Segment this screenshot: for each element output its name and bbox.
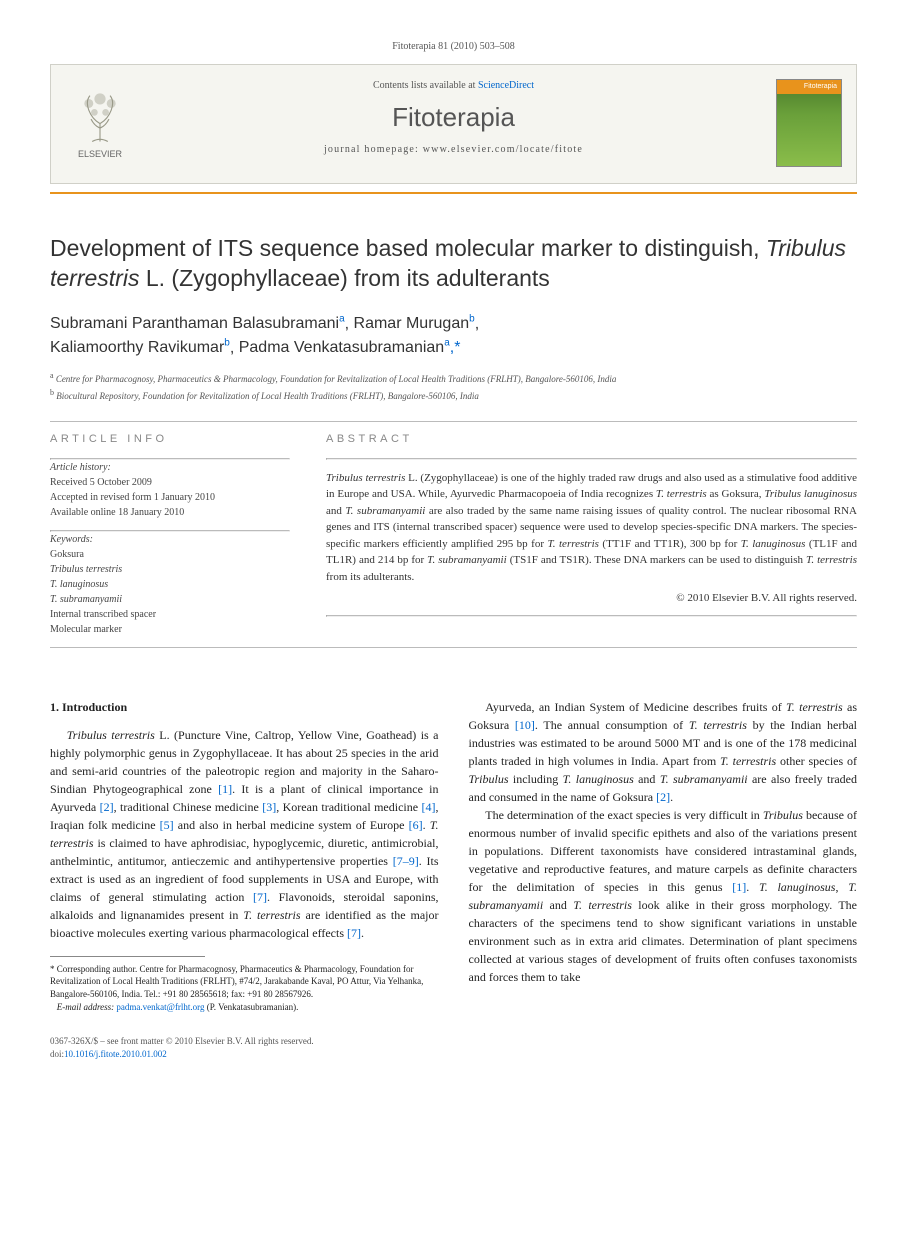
body-paragraph: The determination of the exact species i… (469, 806, 858, 986)
elsevier-tree-icon (72, 90, 128, 146)
email-link[interactable]: padma.venkat@frlht.org (116, 1002, 204, 1012)
page-footer: 0367-326X/$ – see front matter © 2010 El… (50, 1035, 857, 1060)
doi-link[interactable]: 10.1016/j.fitote.2010.01.002 (64, 1049, 167, 1059)
author-aff: b (469, 314, 475, 325)
email-label: E-mail address: (57, 1002, 114, 1012)
journal-header: ELSEVIER Fitoterapia Contents lists avai… (50, 64, 857, 184)
author-name: Padma Venkatasubramanian (239, 339, 444, 356)
article-info-heading: ARTICLE INFO (50, 422, 290, 457)
aff-id: a (50, 371, 54, 380)
journal-cover-thumbnail: Fitoterapia (776, 79, 842, 167)
article-title: Development of ITS sequence based molecu… (50, 234, 857, 294)
email-author: (P. Venkatasubramanian). (207, 1002, 299, 1012)
footnote-separator (50, 956, 205, 957)
header-citation: Fitoterapia 81 (2010) 503–508 (50, 40, 857, 54)
aff-text: Centre for Pharmacognosy, Pharmaceutics … (56, 374, 617, 384)
cover-thumb-text: Fitoterapia (804, 82, 837, 92)
keywords: Keywords: Goksura Tribulus terrestris T.… (50, 532, 290, 647)
title-text-2: L. (Zygophyllaceae) from its adulterants (139, 265, 549, 291)
history-line: Received 5 October 2009 (50, 475, 290, 490)
author: Subramani Paranthaman Balasubramania (50, 315, 345, 332)
abstract-column: ABSTRACT Tribulus terrestris L. (Zygophy… (326, 422, 857, 646)
corresponding-star-icon: ,* (450, 339, 461, 356)
divider (326, 615, 857, 617)
elsevier-logo: ELSEVIER (65, 83, 135, 167)
author-name: Subramani Paranthaman Balasubramani (50, 315, 339, 332)
affiliations: a Centre for Pharmacognosy, Pharmaceutic… (50, 370, 857, 403)
author: Ramar Muruganb (354, 315, 475, 332)
body-paragraph: Ayurveda, an Indian System of Medicine d… (469, 698, 858, 806)
keyword: Tribulus terrestris (50, 562, 290, 577)
sciencedirect-link[interactable]: ScienceDirect (478, 80, 534, 91)
authors-list: Subramani Paranthaman Balasubramania, Ra… (50, 312, 857, 361)
article-history: Article history: Received 5 October 2009… (50, 460, 290, 530)
aff-text: Biocultural Repository, Foundation for R… (56, 391, 479, 401)
aff-id: b (50, 388, 54, 397)
article-info-column: ARTICLE INFO Article history: Received 5… (50, 422, 290, 646)
keyword: Molecular marker (50, 622, 290, 637)
journal-name: Fitoterapia (67, 99, 840, 135)
corresponding-footnote: * Corresponding author. Centre for Pharm… (50, 963, 439, 1013)
author-aff: a (339, 314, 345, 325)
affiliation: b Biocultural Repository, Foundation for… (50, 387, 857, 404)
divider (50, 647, 857, 648)
body-text: 1. Introduction Tribulus terrestris L. (… (50, 698, 857, 1013)
contents-available: Contents lists available at ScienceDirec… (67, 79, 840, 93)
footer-front-matter: 0367-326X/$ – see front matter © 2010 El… (50, 1035, 857, 1048)
keywords-label: Keywords: (50, 532, 290, 547)
author: Padma Venkatasubramaniana,* (239, 339, 461, 356)
journal-homepage: journal homepage: www.elsevier.com/locat… (67, 143, 840, 157)
abstract-copyright: © 2010 Elsevier B.V. All rights reserved… (326, 591, 857, 614)
history-line: Available online 18 January 2010 (50, 505, 290, 520)
keyword: Goksura (50, 547, 290, 562)
title-text-1: Development of ITS sequence based molecu… (50, 235, 766, 261)
abstract-text: Tribulus terrestris L. (Zygophyllaceae) … (326, 460, 857, 592)
orange-divider (50, 192, 857, 194)
author-aff: b (224, 338, 230, 349)
author-name: Kaliamoorthy Ravikumar (50, 339, 224, 356)
author-name: Ramar Murugan (354, 315, 470, 332)
elsevier-logo-text: ELSEVIER (78, 148, 122, 161)
keyword: T. lanuginosus (50, 577, 290, 592)
doi-label: doi: (50, 1049, 64, 1059)
affiliation: a Centre for Pharmacognosy, Pharmaceutic… (50, 370, 857, 387)
footnote-text: Corresponding author. Centre for Pharmac… (50, 964, 423, 999)
abstract-heading: ABSTRACT (326, 422, 857, 457)
footnote-marker: * (50, 964, 55, 974)
contents-prefix: Contents lists available at (373, 80, 478, 91)
body-paragraph: Tribulus terrestris L. (Puncture Vine, C… (50, 726, 439, 942)
history-label: Article history: (50, 460, 290, 475)
author: Kaliamoorthy Ravikumarb (50, 339, 230, 356)
keyword: T. subramanyamii (50, 592, 290, 607)
history-line: Accepted in revised form 1 January 2010 (50, 490, 290, 505)
keyword: Internal transcribed spacer (50, 607, 290, 622)
section-heading: 1. Introduction (50, 698, 439, 716)
